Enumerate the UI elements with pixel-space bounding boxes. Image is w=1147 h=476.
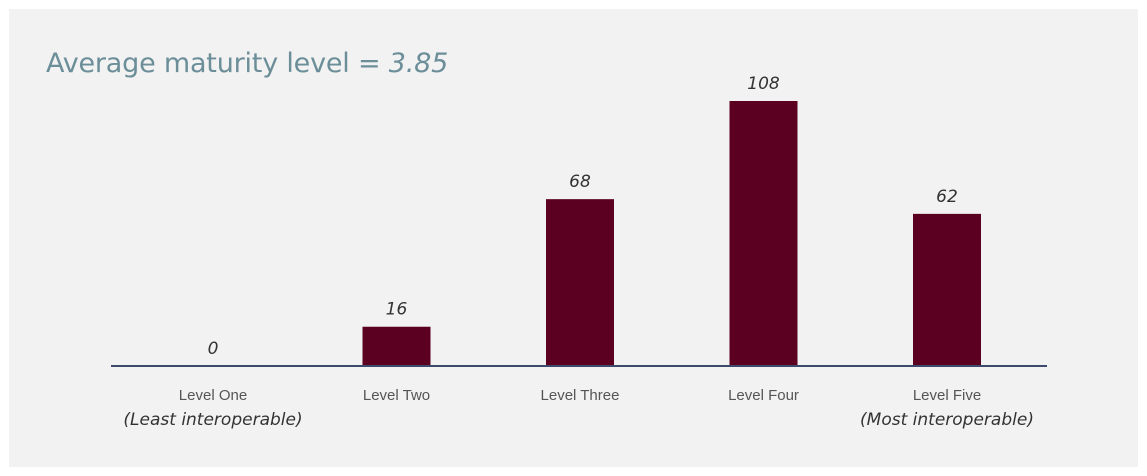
bar-5 [913,213,981,366]
x-sublabel-5: (Most interoperable) [860,410,1034,430]
x-tick-label-3: Level Three [541,387,620,404]
chart-title-value: 3.85 [388,48,449,79]
x-tick-label-4: Level Four [728,387,799,404]
bar-3 [546,199,614,366]
bar-2 [362,326,431,366]
x-tick-label-2: Level Two [363,387,430,404]
data-label-5: 62 [936,187,958,207]
data-label-3: 68 [569,172,591,192]
data-label-4: 108 [747,74,780,94]
chart-title-prefix: Average maturity level = [46,48,389,79]
x-sublabel-1: (Least interoperable) [123,410,302,430]
x-tick-label-1: Level One [179,387,247,404]
data-label-1: 0 [208,339,219,359]
x-tick-label-5: Level Five [913,387,981,404]
chart-title: Average maturity level = 3.85 [46,48,448,79]
data-label-2: 16 [386,300,408,320]
bar-4 [729,101,798,366]
